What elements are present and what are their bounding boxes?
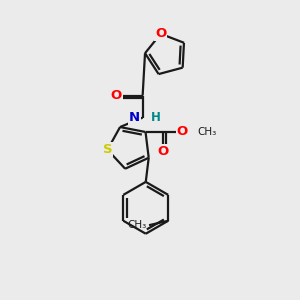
Text: CH₃: CH₃ — [198, 127, 217, 137]
Text: O: O — [177, 125, 188, 139]
Text: O: O — [155, 27, 166, 40]
Text: O: O — [158, 145, 169, 158]
Text: N: N — [129, 111, 140, 124]
Text: H: H — [151, 111, 161, 124]
Text: CH₃: CH₃ — [128, 220, 147, 230]
Text: S: S — [103, 143, 112, 156]
Text: O: O — [110, 89, 122, 102]
